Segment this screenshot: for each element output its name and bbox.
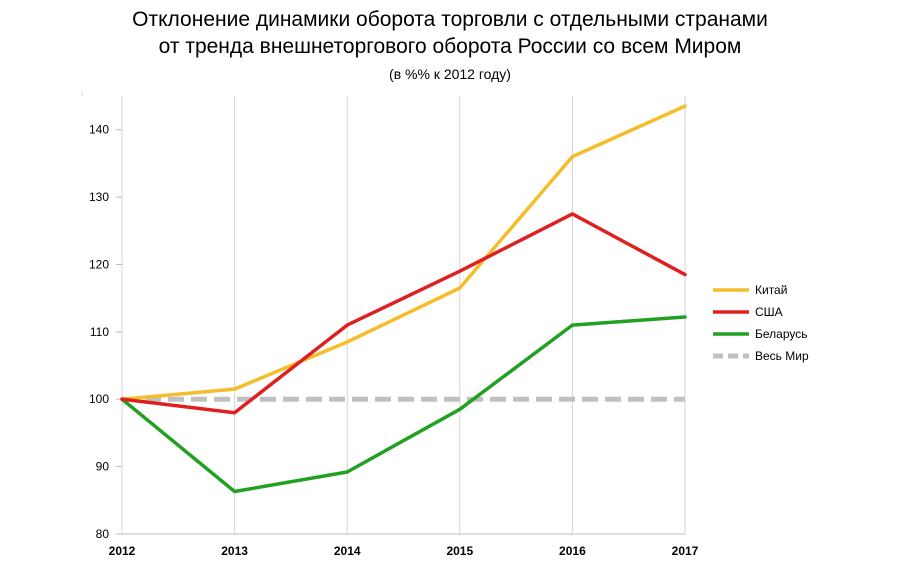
series-line-1 xyxy=(120,212,687,415)
y-axis: 80 90 100 110 120 130 140 xyxy=(89,123,122,541)
y-tick-label: 110 xyxy=(90,325,109,339)
chart-grid xyxy=(81,91,686,534)
y-tick-label: 140 xyxy=(89,123,109,137)
chart-title: Отклонение динамики оборота торговли с о… xyxy=(0,6,900,60)
series-line-2 xyxy=(120,315,687,494)
chart-series xyxy=(120,104,687,494)
x-tick-label: 2014 xyxy=(334,544,361,558)
chart-title-line-2: от тренда внешнеторгового оборота России… xyxy=(158,35,742,58)
series-line-0 xyxy=(120,104,687,401)
y-tick-label: 90 xyxy=(96,460,110,474)
y-tick-label: 80 xyxy=(96,527,110,541)
chart-subtitle: (в %% к 2012 году) xyxy=(389,66,511,82)
chart-legend: Китай США Беларусь Весь Мир xyxy=(713,283,809,363)
legend-label-3: Весь Мир xyxy=(755,349,809,363)
x-axis: 2012 2013 2014 2015 2016 2017 xyxy=(109,533,699,558)
legend-label-1: США xyxy=(755,305,783,319)
x-tick-label: 2017 xyxy=(672,544,699,558)
x-tick-label: 2016 xyxy=(559,544,586,558)
y-tick-label: 100 xyxy=(89,392,109,406)
y-tick-label: 120 xyxy=(89,257,109,271)
x-tick-label: 2012 xyxy=(109,544,136,558)
x-tick-label: 2015 xyxy=(446,544,473,558)
x-tick-label: 2013 xyxy=(221,544,248,558)
y-tick-label: 130 xyxy=(89,190,109,204)
legend-label-0: Китай xyxy=(755,283,787,297)
chart-title-line-1: Отклонение динамики оборота торговли с о… xyxy=(132,8,768,31)
legend-label-2: Беларусь xyxy=(755,327,807,341)
